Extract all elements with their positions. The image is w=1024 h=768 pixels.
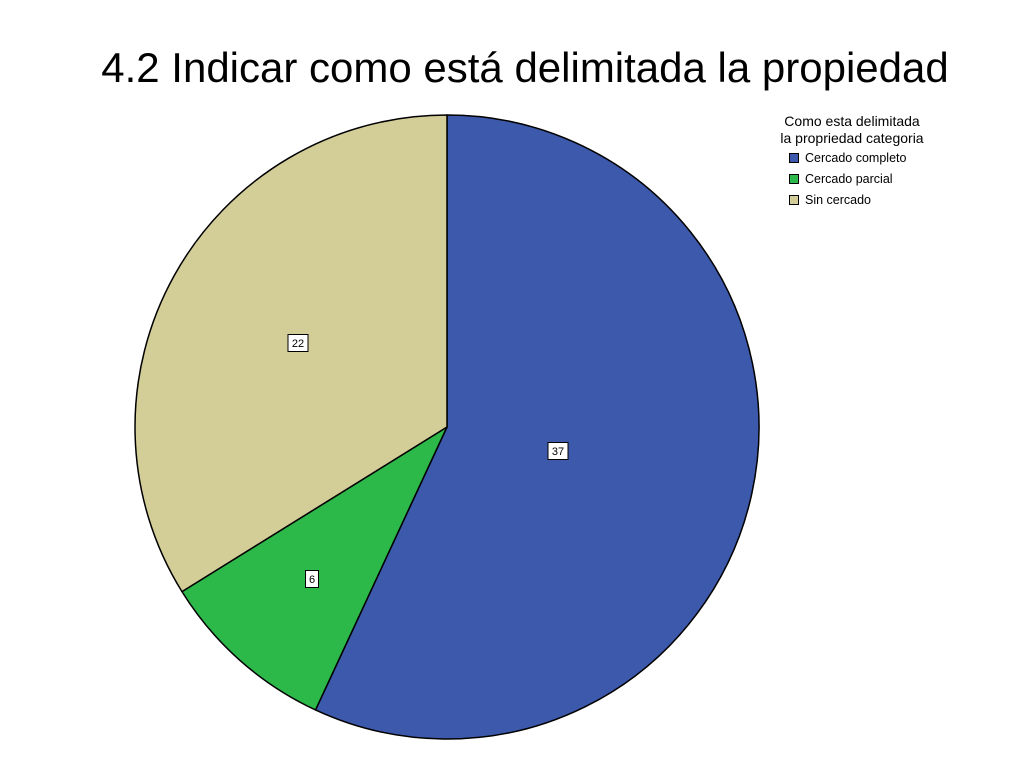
data-label-cercado-parcial: 6 bbox=[306, 571, 319, 588]
legend-swatch-cercado-parcial bbox=[789, 174, 799, 184]
data-label-text-cercado-completo: 37 bbox=[552, 446, 564, 458]
legend-title-line-2: la propriedad categoria bbox=[752, 130, 952, 147]
legend-label-sin-cercado: Sin cercado bbox=[805, 193, 871, 207]
legend-title: Como esta delimitada la propriedad categ… bbox=[752, 113, 952, 147]
data-label-text-cercado-parcial: 6 bbox=[309, 574, 315, 586]
legend-swatch-cercado-completo bbox=[789, 153, 799, 163]
legend-item-sin-cercado: Sin cercado bbox=[789, 189, 952, 210]
legend-title-line-1: Como esta delimitada bbox=[752, 113, 952, 130]
data-label-sin-cercado: 22 bbox=[288, 335, 308, 352]
legend-item-cercado-completo: Cercado completo bbox=[789, 147, 952, 168]
data-label-text-sin-cercado: 22 bbox=[292, 338, 304, 350]
legend-swatch-sin-cercado bbox=[789, 195, 799, 205]
legend-item-cercado-parcial: Cercado parcial bbox=[789, 168, 952, 189]
chart-legend: Como esta delimitada la propriedad categ… bbox=[752, 113, 952, 210]
legend-label-cercado-parcial: Cercado parcial bbox=[805, 172, 893, 186]
legend-label-cercado-completo: Cercado completo bbox=[805, 151, 906, 165]
data-label-cercado-completo: 37 bbox=[548, 443, 568, 460]
